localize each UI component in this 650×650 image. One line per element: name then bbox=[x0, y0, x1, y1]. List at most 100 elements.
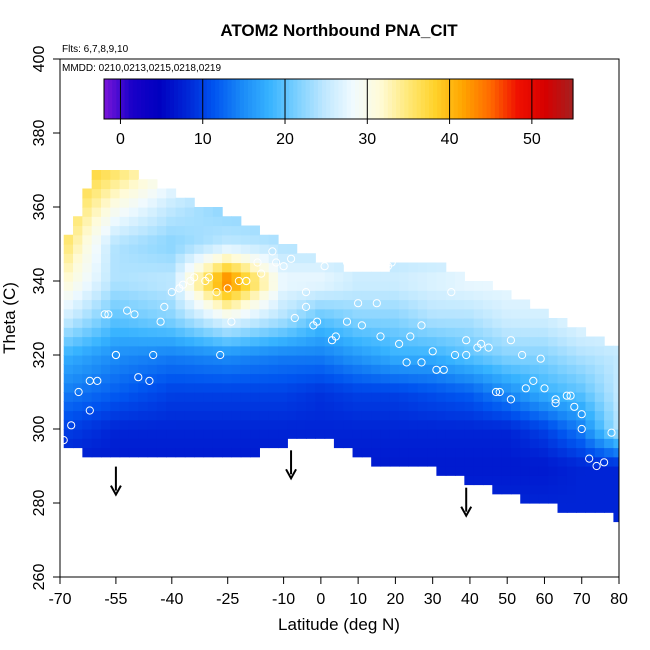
field-cell bbox=[538, 493, 549, 504]
field-cell bbox=[594, 410, 605, 421]
field-cell bbox=[110, 271, 121, 282]
field-cell bbox=[287, 327, 298, 338]
field-cell bbox=[529, 401, 540, 412]
field-cell bbox=[361, 373, 372, 384]
field-cell bbox=[119, 179, 130, 190]
field-cell bbox=[352, 392, 363, 402]
field-cell bbox=[212, 327, 223, 338]
field-cell bbox=[520, 493, 531, 504]
field-cell bbox=[156, 207, 167, 217]
field-cell bbox=[324, 336, 335, 347]
field-cell bbox=[138, 290, 149, 301]
field-cell bbox=[166, 225, 177, 236]
field-cell bbox=[128, 244, 139, 254]
field-cell bbox=[73, 262, 83, 273]
field-cell bbox=[268, 373, 279, 384]
field-cell bbox=[91, 216, 102, 227]
observation-point bbox=[395, 339, 404, 348]
field-cell bbox=[268, 327, 279, 338]
field-cell bbox=[613, 419, 619, 430]
field-cell bbox=[184, 429, 195, 439]
field-cell bbox=[417, 299, 428, 310]
field-cell bbox=[250, 225, 260, 236]
field-cell bbox=[389, 281, 400, 291]
field-cell bbox=[184, 318, 195, 328]
field-cell bbox=[389, 410, 400, 421]
field-cell bbox=[138, 253, 149, 264]
field-cell bbox=[63, 262, 74, 273]
field-cell bbox=[594, 475, 605, 486]
field-cell bbox=[119, 336, 130, 347]
field-cell bbox=[399, 308, 410, 319]
field-cell bbox=[538, 318, 549, 328]
colorbar-swatch bbox=[206, 79, 212, 119]
field-cell bbox=[110, 373, 121, 384]
field-cell bbox=[445, 419, 456, 430]
field-cell bbox=[501, 318, 512, 328]
field-cell bbox=[464, 355, 475, 365]
field-cell bbox=[529, 493, 540, 504]
field-cell bbox=[184, 382, 195, 393]
field-cell bbox=[240, 355, 251, 365]
field-cell bbox=[222, 225, 233, 236]
field-cell bbox=[296, 392, 307, 402]
observation-point bbox=[205, 273, 214, 282]
field-cell bbox=[222, 438, 233, 449]
field-cell bbox=[389, 438, 400, 449]
observation-point bbox=[287, 254, 296, 263]
field-cell bbox=[520, 308, 531, 319]
field-cell bbox=[166, 382, 177, 393]
field-cell bbox=[343, 373, 354, 384]
field-cell bbox=[287, 271, 298, 282]
field-cell bbox=[63, 281, 74, 291]
field-cell bbox=[194, 392, 205, 402]
field-cell bbox=[175, 244, 186, 254]
field-cell bbox=[91, 308, 102, 319]
field-cell bbox=[203, 373, 214, 384]
field-cell bbox=[222, 419, 233, 430]
colorbar-swatch bbox=[531, 79, 537, 119]
observation-point bbox=[223, 284, 232, 293]
field-cell bbox=[138, 179, 149, 190]
field-cell bbox=[315, 262, 326, 273]
field-cell bbox=[287, 401, 298, 412]
field-cell bbox=[482, 336, 493, 347]
field-cell bbox=[147, 429, 158, 439]
field-cell bbox=[119, 382, 130, 393]
field-cell bbox=[212, 244, 223, 254]
field-cell bbox=[510, 438, 521, 449]
field-cell bbox=[445, 336, 456, 347]
field-cell bbox=[538, 466, 549, 476]
field-cell bbox=[501, 299, 512, 310]
field-cell bbox=[548, 410, 559, 421]
colorbar-swatch bbox=[309, 79, 315, 119]
field-cell bbox=[82, 355, 93, 365]
field-cell bbox=[566, 419, 577, 430]
field-cell bbox=[380, 336, 391, 347]
field-cell bbox=[268, 308, 279, 319]
field-cell bbox=[613, 503, 619, 513]
field-cell bbox=[73, 216, 83, 227]
field-cell bbox=[482, 382, 493, 393]
field-cell bbox=[464, 345, 475, 356]
field-cell bbox=[389, 345, 400, 356]
colorbar-swatch bbox=[387, 79, 393, 119]
field-cell bbox=[250, 429, 260, 439]
field-cell bbox=[175, 299, 186, 310]
field-cell bbox=[482, 392, 493, 402]
field-cell bbox=[305, 401, 316, 412]
field-cell bbox=[100, 234, 111, 245]
field-cell bbox=[287, 262, 298, 273]
field-cell bbox=[82, 401, 93, 412]
field-cell bbox=[436, 355, 447, 365]
field-cell bbox=[128, 262, 139, 273]
field-cell bbox=[184, 290, 195, 301]
field-cell bbox=[557, 373, 568, 384]
field-cell bbox=[473, 382, 484, 393]
field-cell bbox=[427, 401, 437, 412]
field-cell bbox=[259, 318, 270, 328]
field-cell bbox=[566, 429, 577, 439]
field-cell bbox=[529, 327, 540, 338]
observation-point bbox=[585, 454, 594, 463]
field-cell bbox=[427, 299, 437, 310]
